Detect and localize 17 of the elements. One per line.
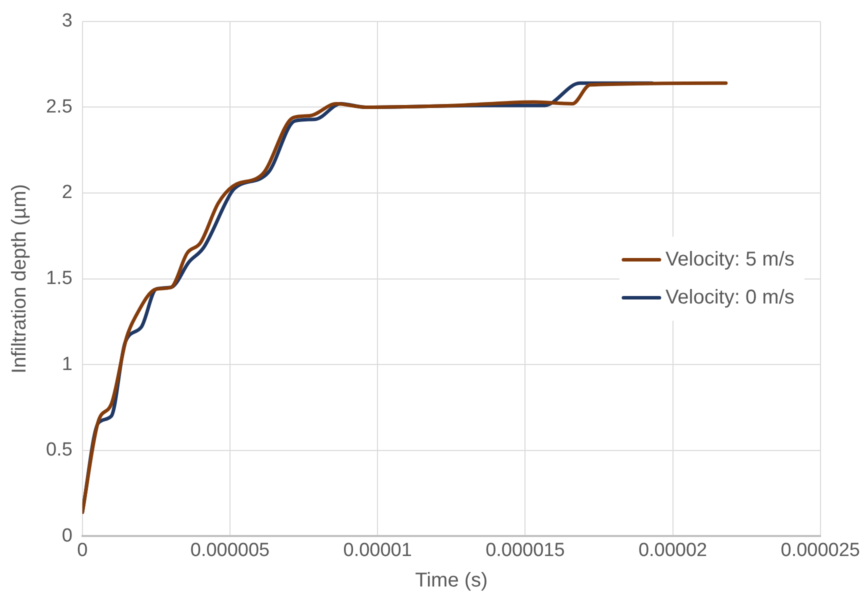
- x-tick-label: 0: [77, 540, 88, 561]
- y-axis-title: Infiltration depth (µm): [8, 184, 31, 374]
- x-tick-label: 0.000025: [780, 540, 860, 561]
- x-tick-label: 0.000015: [486, 540, 565, 561]
- y-tick-label: 2.5: [46, 96, 72, 118]
- x-tick-label: 0.00002: [638, 540, 708, 561]
- x-tick-label: 0.00001: [343, 540, 412, 561]
- y-tick-label: 0: [62, 525, 72, 546]
- legend-label: Velocity: 0 m/s: [665, 286, 794, 308]
- legend-label: Velocity: 5 m/s: [665, 248, 794, 270]
- y-tick-label: 1: [62, 354, 72, 375]
- y-tick-label: 1.5: [46, 268, 72, 290]
- x-axis-title: Time (s): [415, 570, 488, 592]
- y-tick-label: 2: [62, 182, 72, 204]
- x-tick-label: 0.000005: [190, 540, 270, 561]
- y-tick-label: 0.5: [46, 440, 72, 461]
- y-tick-label: 3: [62, 10, 72, 32]
